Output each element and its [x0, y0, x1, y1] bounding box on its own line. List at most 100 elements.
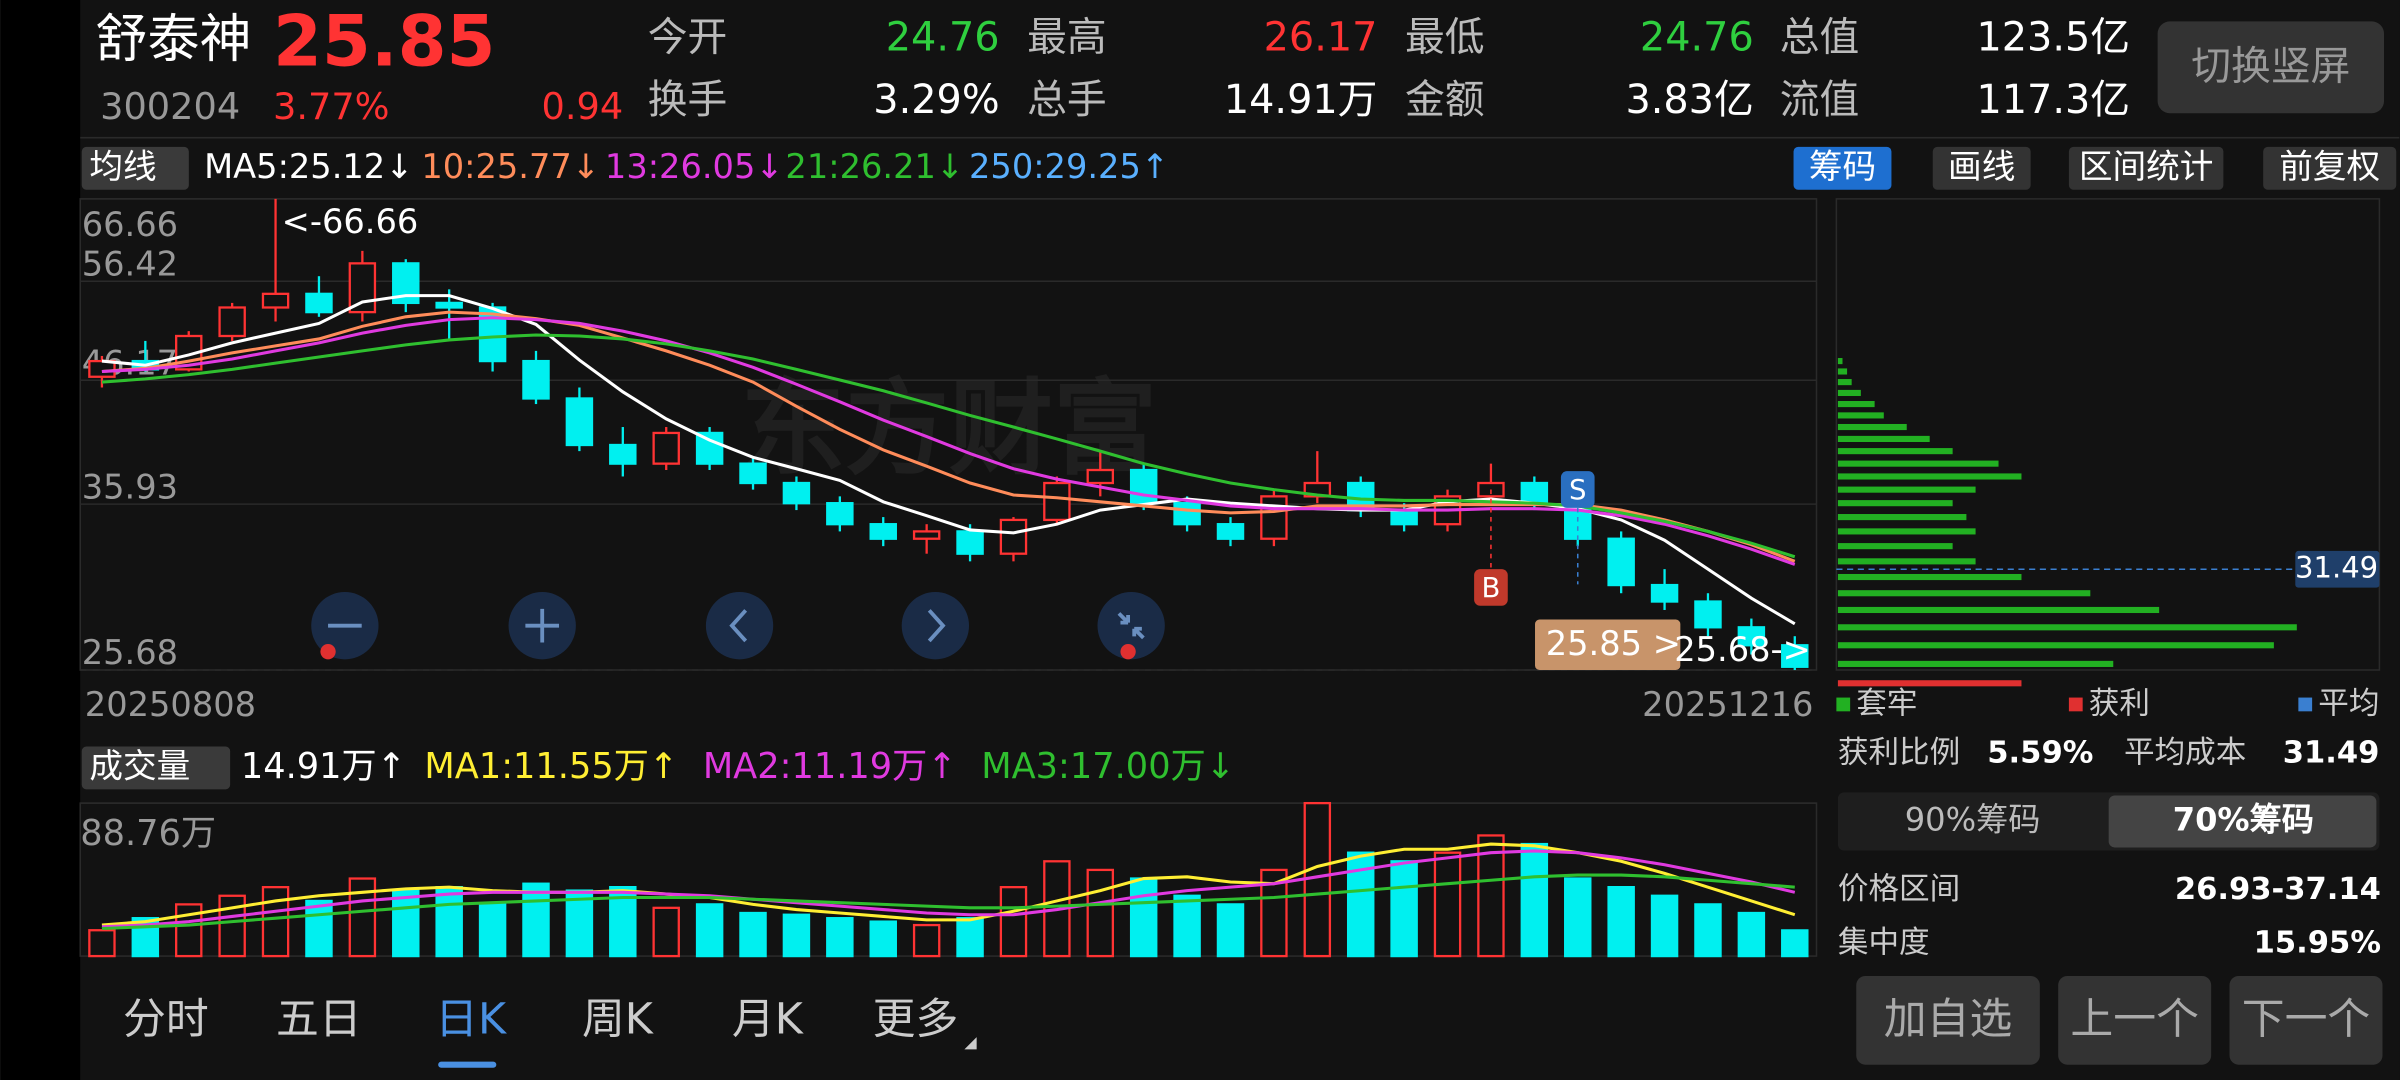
- chip-bar: [1837, 680, 2022, 687]
- ma-line: [101, 333, 1796, 559]
- candle-body: [261, 292, 290, 309]
- chip-bar: [1837, 423, 1907, 431]
- volume-selector-label[interactable]: 成交量: [89, 746, 190, 785]
- indicator-dot: [1120, 644, 1136, 660]
- volume-selector[interactable]: [81, 746, 231, 790]
- left-strip: [0, 0, 81, 1080]
- candle-body: [218, 306, 246, 338]
- chip-tab-active[interactable]: [2108, 795, 2377, 848]
- volume-bar: [1433, 851, 1462, 958]
- action-button-label[interactable]: 下一个: [2242, 994, 2370, 1044]
- volume-bar: [869, 920, 897, 958]
- volume-bar: [565, 889, 594, 958]
- volume-bar: [739, 911, 767, 958]
- chip-bar: [1837, 528, 1976, 535]
- zoom-button[interactable]: [901, 592, 970, 660]
- candle-body: [1260, 495, 1288, 540]
- tool-button-label[interactable]: 筹码: [1809, 147, 1876, 186]
- y-tick-label: 35.93: [82, 467, 178, 506]
- volume-bar: [1520, 842, 1549, 958]
- tool-button[interactable]: [1793, 146, 1892, 190]
- stat-label: 最低: [1405, 14, 1485, 60]
- y-tick-label: 66.66: [82, 205, 178, 244]
- volume-bar: [1607, 886, 1635, 958]
- stat-label: 今开: [648, 14, 728, 60]
- candle-body: [652, 431, 680, 465]
- candle-body: [1650, 583, 1679, 603]
- tool-button-label[interactable]: 前复权: [2279, 147, 2380, 186]
- chip-tab[interactable]: 70%筹码: [2173, 800, 2314, 838]
- y-tick-label: 56.42: [82, 244, 178, 283]
- legend-label: 获利: [2089, 687, 2150, 722]
- zoom-button[interactable]: [1097, 592, 1165, 660]
- zoom-icon: [1117, 612, 1145, 640]
- rotate-button[interactable]: [2157, 21, 2385, 114]
- price-tag-label: 25.85 >: [1546, 624, 1681, 663]
- period-tab[interactable]: 更多: [873, 994, 959, 1044]
- candle-body: [522, 359, 550, 400]
- period-tab[interactable]: 五日: [276, 994, 362, 1044]
- volume-bar: [1737, 911, 1766, 958]
- volume-bar: [1260, 868, 1288, 958]
- tool-button-label[interactable]: 画线: [1948, 147, 2015, 186]
- ma-selector-label[interactable]: 均线: [89, 147, 156, 186]
- zoom-icon: [927, 609, 946, 643]
- candle-body: [1129, 468, 1158, 505]
- chip-bar: [1837, 660, 2114, 667]
- action-button[interactable]: [1856, 975, 2040, 1065]
- chip-bar: [1837, 400, 1875, 408]
- volume-bar: [175, 903, 203, 958]
- volume-legend: MA2:11.19万↑: [703, 746, 957, 787]
- candle-body: [1173, 502, 1201, 526]
- chip-tab[interactable]: 90%筹码: [1905, 800, 2041, 838]
- volume-bar: [435, 886, 463, 958]
- volume-bar: [826, 917, 854, 958]
- ma-legend: 13:26.05↓: [605, 147, 784, 186]
- rotate-button-label[interactable]: 切换竖屏: [2191, 43, 2350, 89]
- candle-body: [565, 397, 594, 447]
- stock-name: 舒泰神: [96, 10, 252, 70]
- zoom-button[interactable]: [705, 592, 774, 660]
- chip-bar: [1837, 590, 2091, 597]
- action-button-label[interactable]: 上一个: [2070, 994, 2198, 1044]
- high-label: <-66.66: [282, 202, 419, 241]
- stat-label: 最高: [1027, 14, 1107, 60]
- candle-body: [739, 462, 767, 485]
- candle-body: [1694, 600, 1722, 629]
- stat-label: 流值: [1780, 77, 1860, 123]
- tool-button[interactable]: [2263, 146, 2397, 190]
- volume-bar: [999, 886, 1028, 958]
- action-button-label[interactable]: 加自选: [1884, 994, 2012, 1044]
- volume-bar: [1173, 894, 1201, 958]
- chip-bar: [1837, 358, 1843, 365]
- avg-cost-tag: [2295, 550, 2380, 588]
- volume-bar: [261, 886, 290, 958]
- period-tab[interactable]: 月K: [732, 994, 804, 1044]
- tool-button[interactable]: [1932, 146, 2031, 190]
- volume-bar: [1650, 894, 1679, 958]
- y-tick-label: 25.68: [82, 633, 178, 672]
- volume-bar: [956, 917, 984, 958]
- chip-bar: [1837, 558, 1976, 565]
- tool-button[interactable]: [2068, 146, 2224, 190]
- buy-marker-label: B: [1481, 572, 1500, 604]
- volume-bar: [1129, 877, 1158, 958]
- ma-selector[interactable]: [81, 146, 189, 190]
- stock-code: 300204: [100, 85, 240, 128]
- period-tab[interactable]: 周K: [582, 994, 654, 1044]
- action-button[interactable]: [2058, 975, 2212, 1065]
- tool-button-label[interactable]: 区间统计: [2079, 147, 2214, 186]
- action-button[interactable]: [2229, 975, 2383, 1065]
- period-tab[interactable]: 日K: [435, 994, 507, 1044]
- candle-body: [348, 262, 377, 314]
- volume-bar: [478, 903, 507, 958]
- volume-bar: [522, 882, 550, 958]
- volume-bar: [392, 889, 420, 958]
- label: 价格区间: [1838, 872, 1960, 907]
- label: 集中度: [1838, 925, 1930, 960]
- volume-legend: MA1:11.55万↑: [424, 746, 678, 787]
- legend-label: 套牢: [1856, 687, 1917, 722]
- period-tab[interactable]: 分时: [123, 994, 209, 1044]
- candle-body: [305, 292, 333, 314]
- volume-legend: 14.91万↑: [241, 746, 406, 787]
